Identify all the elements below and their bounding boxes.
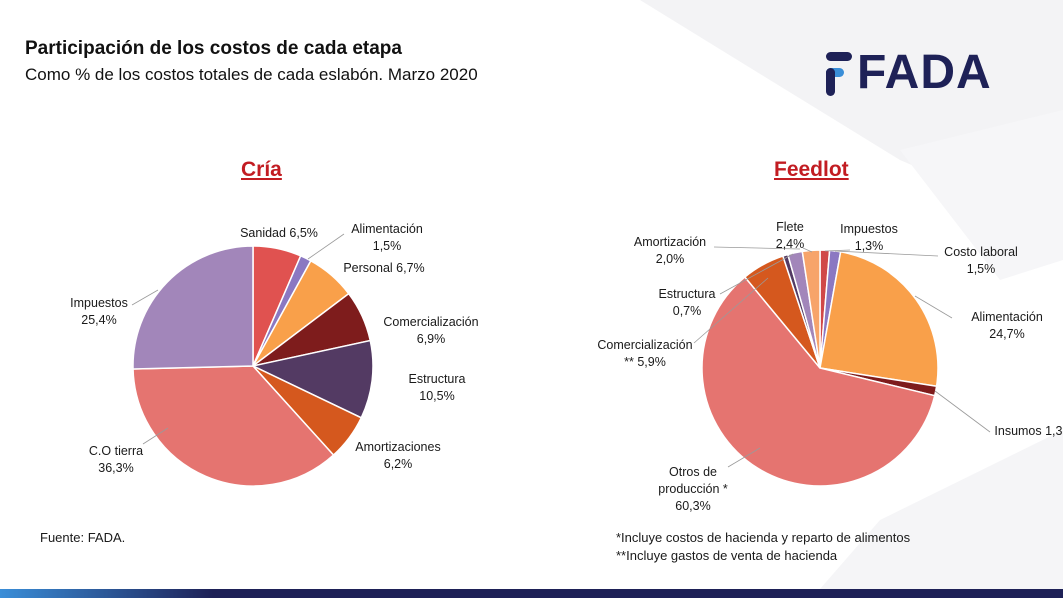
pie-0: Sanidad 6,5% Alimentación 1,5% Personal 6,7… — [70, 222, 479, 487]
pie-slice — [819, 250, 939, 388]
leader-line — [307, 233, 345, 260]
pie-slice — [701, 275, 936, 487]
leader-line — [727, 447, 761, 468]
page-subtitle: Como % de los costos totales de cada esl… — [25, 65, 478, 84]
slice-label: Insumos 1,3% — [994, 424, 1063, 438]
logo-text: FADA — [857, 46, 992, 99]
leader-line — [824, 249, 851, 252]
slice-label: Estructura 0,7% — [659, 287, 716, 318]
leader-line — [934, 390, 991, 433]
footnote-1: *Incluye costos de hacienda y reparto de… — [616, 530, 911, 545]
slice-label: Personal 6,7% — [343, 261, 424, 275]
slice-label: Flete 2,4% — [776, 220, 805, 251]
footnote-2: **Incluye gastos de venta de hacienda — [616, 548, 838, 563]
page-title: Participación de los costos de cada etap… — [25, 38, 402, 59]
leader-line — [713, 246, 801, 250]
slice-label: C.O tierra 36,3% — [89, 444, 143, 475]
leader-line — [131, 289, 159, 306]
chart-title-feedlot: Feedlot — [774, 158, 849, 181]
slice-label: Comercialización 6,9% — [383, 315, 478, 346]
slice-label: Comercialización ** 5,9% — [597, 338, 692, 369]
leader-line — [719, 253, 794, 295]
slice-label: Impuestos 25,4% — [70, 296, 128, 327]
leader-line — [802, 247, 813, 253]
pie-slice — [801, 249, 821, 369]
chart-title-cria: Cría — [241, 158, 282, 181]
leader-line — [834, 250, 939, 257]
leader-line — [142, 427, 169, 445]
slice-label: Sanidad 6,5% — [240, 226, 318, 240]
slice-label: Costo laboral 1,5% — [944, 245, 1018, 276]
leader-line — [693, 277, 769, 344]
logo-mark-icon — [826, 52, 852, 96]
leader-line — [914, 295, 953, 319]
slice-label: Amortizaciones 6,2% — [355, 440, 440, 471]
slice-label: Alimentación 1,5% — [351, 222, 423, 253]
pie-1: Impuestos 1,3% Costo laboral 1,5% Alimentaci… — [597, 220, 1063, 513]
pie-slice — [132, 365, 335, 487]
slice-label: Alimentación 24,7% — [971, 310, 1043, 341]
bottom-bar — [0, 589, 1063, 598]
slice-label: Otros de producción * 60,3% — [658, 465, 728, 513]
slice-label: Estructura 10,5% — [409, 372, 466, 403]
pie-slice — [132, 245, 254, 370]
slice-label: Impuestos 1,3% — [840, 222, 898, 253]
source-note: Fuente: FADA. — [40, 530, 126, 545]
pie-slice — [250, 339, 374, 419]
slice-label: Amortización 2,0% — [634, 235, 706, 266]
